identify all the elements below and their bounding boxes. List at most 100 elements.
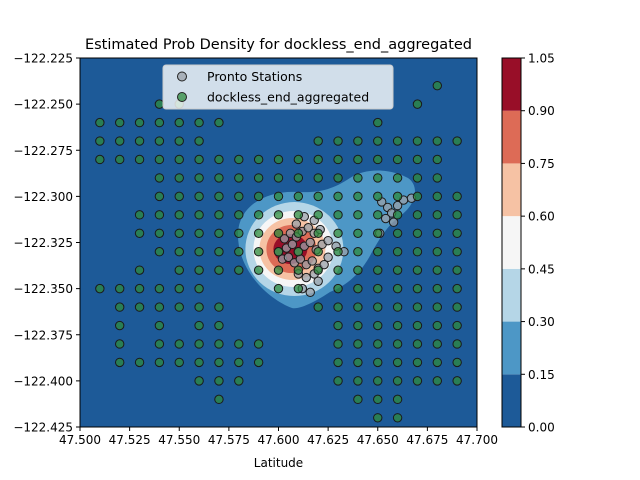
dockless-point — [234, 228, 244, 238]
colorbar-band — [502, 268, 521, 322]
dockless-point — [432, 154, 442, 165]
dockless-point — [353, 136, 363, 146]
pronto-station-point — [305, 287, 315, 298]
dockless-point — [313, 210, 323, 220]
dockless-point — [452, 339, 462, 349]
y-tick-label: −122.275 — [13, 144, 73, 158]
dockless-point — [293, 173, 304, 183]
dockless-point — [333, 357, 343, 368]
dockless-point — [373, 173, 383, 183]
dockless-point — [115, 283, 125, 294]
dockless-point — [273, 210, 284, 220]
x-tick-label: 47.550 — [158, 433, 200, 447]
dockless-point — [95, 136, 105, 146]
colorbar-tick-label: 0.15 — [528, 368, 555, 382]
x-tick-label: 47.700 — [456, 433, 498, 447]
legend-box — [162, 64, 394, 110]
dockless-point — [373, 228, 383, 238]
dockless-point — [452, 228, 462, 238]
dockless-point — [134, 357, 145, 368]
dockless-point — [115, 320, 125, 331]
dockless-point — [432, 210, 442, 220]
dockless-point — [392, 320, 403, 331]
y-tick-label: −122.325 — [13, 236, 73, 250]
dockless-point — [293, 283, 304, 294]
dockless-point — [412, 173, 423, 183]
dockless-point — [313, 191, 323, 202]
dockless-point — [432, 173, 442, 183]
dockless-point — [253, 228, 264, 238]
pronto-station-point — [323, 252, 333, 262]
dockless-point — [253, 339, 264, 349]
y-tick-label: −122.400 — [13, 374, 73, 388]
dockless-point — [353, 394, 363, 405]
dockless-point — [353, 247, 363, 257]
dockless-point — [392, 173, 403, 183]
dockless-point — [214, 247, 224, 257]
dockless-point — [373, 191, 383, 202]
dockless-point — [392, 394, 403, 405]
dockless-point — [214, 376, 224, 386]
dockless-point — [194, 283, 204, 294]
dockless-point — [174, 173, 184, 183]
dockless-point — [214, 228, 224, 238]
dockless-point — [313, 228, 323, 238]
dockless-point — [273, 173, 284, 183]
colorbar-band — [502, 216, 521, 269]
dockless-point — [392, 210, 403, 220]
dockless-point — [194, 117, 204, 128]
dockless-point — [174, 136, 184, 146]
dockless-point — [353, 210, 363, 220]
dockless-point — [452, 265, 462, 275]
dockless-point — [214, 394, 224, 405]
legend-marker-dockless — [177, 92, 187, 102]
colorbar-tick-label: 0.90 — [528, 104, 555, 118]
dockless-point — [194, 320, 204, 331]
dockless-point — [234, 210, 244, 220]
pronto-station-point — [392, 200, 403, 211]
dockless-point — [333, 376, 343, 386]
dockless-point — [412, 283, 423, 294]
dockless-point — [154, 136, 165, 146]
dockless-point — [154, 191, 165, 202]
dockless-point — [115, 154, 125, 165]
dockless-point — [293, 247, 304, 257]
dockless-point — [234, 376, 244, 386]
dockless-point — [412, 210, 423, 220]
dockless-point — [373, 376, 383, 386]
colorbar-band — [502, 374, 521, 427]
dockless-point — [412, 247, 423, 257]
colorbar-band — [502, 58, 521, 111]
pronto-station-point — [305, 237, 315, 248]
dockless-point — [432, 320, 442, 331]
colorbar-tick-label: 0.75 — [528, 157, 555, 171]
dockless-point — [194, 357, 204, 368]
dockless-point — [134, 302, 145, 312]
dockless-point — [134, 117, 145, 128]
dockless-point — [194, 173, 204, 183]
dockless-point — [373, 357, 383, 368]
colorbar-band — [502, 163, 521, 217]
dockless-point — [452, 376, 462, 386]
dockless-point — [333, 265, 343, 275]
dockless-point — [134, 228, 145, 238]
dockless-point — [392, 413, 403, 423]
dockless-point — [234, 154, 244, 165]
dockless-point — [353, 302, 363, 312]
dockless-point — [134, 283, 145, 294]
dockless-point — [174, 247, 184, 257]
dockless-point — [452, 283, 462, 294]
dockless-point — [154, 99, 165, 109]
dockless-point — [412, 136, 423, 146]
dockless-point — [174, 228, 184, 238]
dockless-point — [293, 210, 304, 220]
dockless-point — [333, 247, 343, 257]
x-tick-label: 47.625 — [307, 433, 349, 447]
dockless-point — [214, 191, 224, 202]
dockless-point — [253, 265, 264, 275]
y-axis: −122.225 −122.250 −122.275 −122.300 −122.325… — [13, 52, 80, 435]
dockless-point — [293, 154, 304, 165]
dockless-point — [194, 376, 204, 386]
dockless-point — [214, 154, 224, 165]
dockless-point — [214, 339, 224, 349]
